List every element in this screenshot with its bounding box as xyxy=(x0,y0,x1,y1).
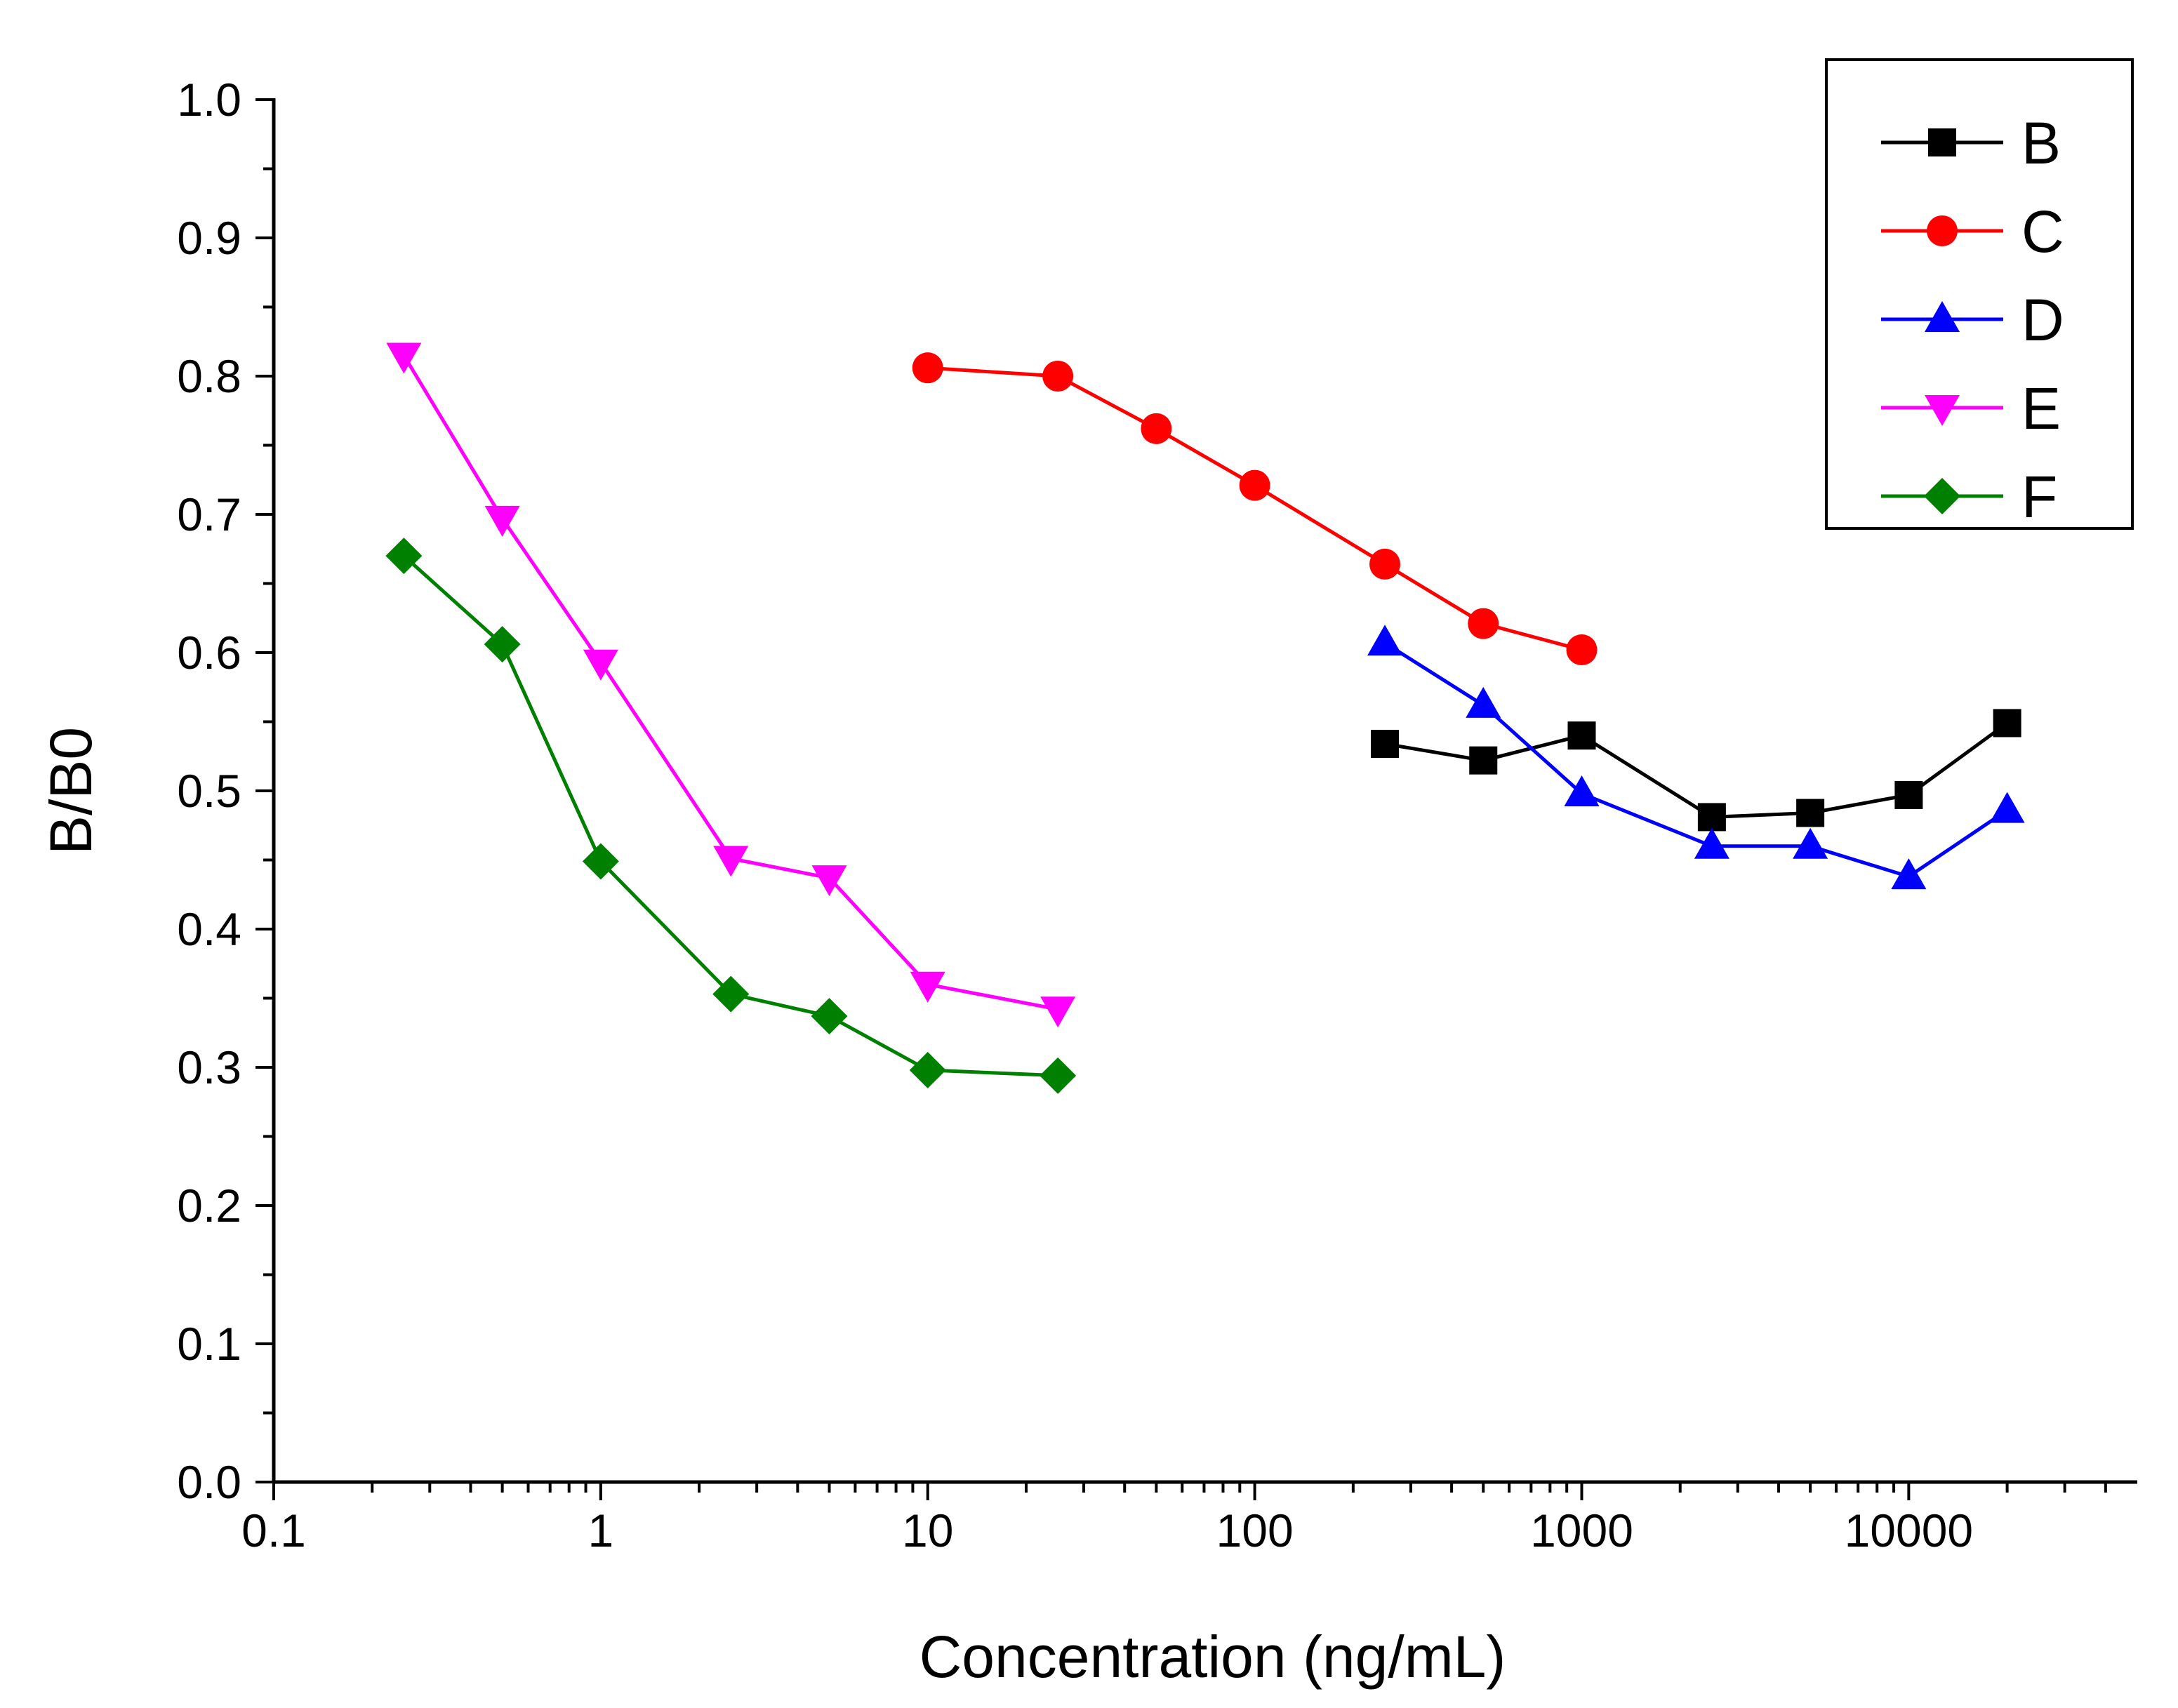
legend-label: C xyxy=(2021,199,2064,265)
data-point-e xyxy=(386,342,422,374)
x-tick-label: 0.1 xyxy=(241,1504,306,1556)
data-point-c xyxy=(1468,608,1499,639)
legend-marker xyxy=(1925,301,1960,332)
y-tick-label: 0.4 xyxy=(177,903,241,955)
data-point-e xyxy=(910,971,945,1003)
data-point-e xyxy=(713,846,749,877)
y-tick-label: 0.3 xyxy=(177,1041,241,1093)
data-point-e xyxy=(484,505,520,537)
series-b xyxy=(1371,709,2021,832)
x-tick-label: 10000 xyxy=(1845,1504,1974,1556)
legend-item-c: C xyxy=(1881,199,2064,265)
legend-box xyxy=(1825,58,2134,530)
series-d xyxy=(1367,625,2025,890)
legend-label: F xyxy=(2021,464,2057,530)
data-point-c xyxy=(1566,634,1598,666)
legend-label: E xyxy=(2021,375,2061,441)
x-tick-label: 100 xyxy=(1216,1504,1294,1556)
data-point-f xyxy=(811,998,848,1035)
x-axis-title: Concentration (ng/mL) xyxy=(919,1624,1506,1690)
data-point-d xyxy=(1466,686,1501,718)
legend-label: D xyxy=(2021,287,2064,353)
series-c xyxy=(912,352,1598,666)
data-point-f xyxy=(484,626,521,663)
data-point-d xyxy=(1367,625,1403,656)
data-point-c xyxy=(1239,469,1270,501)
series-layer xyxy=(385,342,2025,1094)
data-point-f xyxy=(385,538,423,575)
data-point-e xyxy=(583,649,618,681)
data-point-d xyxy=(1891,858,1927,890)
x-tick-label: 10 xyxy=(902,1504,953,1556)
x-tick-label: 1 xyxy=(588,1504,614,1556)
data-point-b xyxy=(1371,730,1400,759)
data-point-b xyxy=(1796,799,1825,827)
y-axis-title: B/B0 xyxy=(38,727,104,855)
data-point-f xyxy=(712,975,750,1013)
y-tick-label: 0.9 xyxy=(177,212,241,264)
legend-marker xyxy=(1925,395,1960,426)
legend-item-d: D xyxy=(1881,287,2064,353)
data-point-c xyxy=(1369,548,1401,580)
legend-marker xyxy=(1924,478,1960,514)
y-tick-label: 0.8 xyxy=(177,350,241,402)
data-point-d xyxy=(1564,775,1600,806)
y-tick-label: 0.1 xyxy=(177,1318,241,1370)
data-point-f xyxy=(909,1051,946,1088)
data-point-c xyxy=(1141,413,1172,444)
data-point-d xyxy=(1793,827,1828,859)
legend-item-b: B xyxy=(1881,110,2061,176)
series-e xyxy=(386,342,1076,1028)
data-point-c xyxy=(1042,361,1074,392)
data-point-d xyxy=(1989,792,2025,823)
data-point-c xyxy=(912,352,943,384)
data-point-e xyxy=(1040,996,1076,1028)
axes: 0.00.10.20.30.40.50.60.70.80.91.00.1 1 10 1… xyxy=(177,74,2137,1556)
legend-marker xyxy=(1927,215,1958,246)
legend-marker xyxy=(1928,128,1956,156)
data-point-f xyxy=(1040,1057,1077,1094)
y-tick-label: 0.2 xyxy=(177,1180,241,1232)
data-point-b xyxy=(1993,709,2021,738)
data-point-b xyxy=(1894,780,1923,809)
data-point-d xyxy=(1694,827,1729,859)
series-f xyxy=(385,538,1077,1094)
data-point-f xyxy=(582,843,619,880)
data-point-b xyxy=(1567,721,1596,750)
x-tick-label: 1000 xyxy=(1530,1504,1633,1556)
legend-item-e: E xyxy=(1881,375,2061,441)
data-point-b xyxy=(1697,803,1726,832)
data-point-e xyxy=(811,865,847,897)
data-point-b xyxy=(1469,746,1498,775)
y-tick-label: 0.5 xyxy=(177,765,241,817)
y-tick-label: 0.7 xyxy=(177,488,241,540)
y-tick-label: 0.0 xyxy=(177,1456,241,1508)
y-tick-label: 1.0 xyxy=(177,74,241,126)
legend-item-f: F xyxy=(1881,464,2057,530)
legend-label: B xyxy=(2021,110,2061,176)
y-tick-label: 0.6 xyxy=(177,627,241,679)
